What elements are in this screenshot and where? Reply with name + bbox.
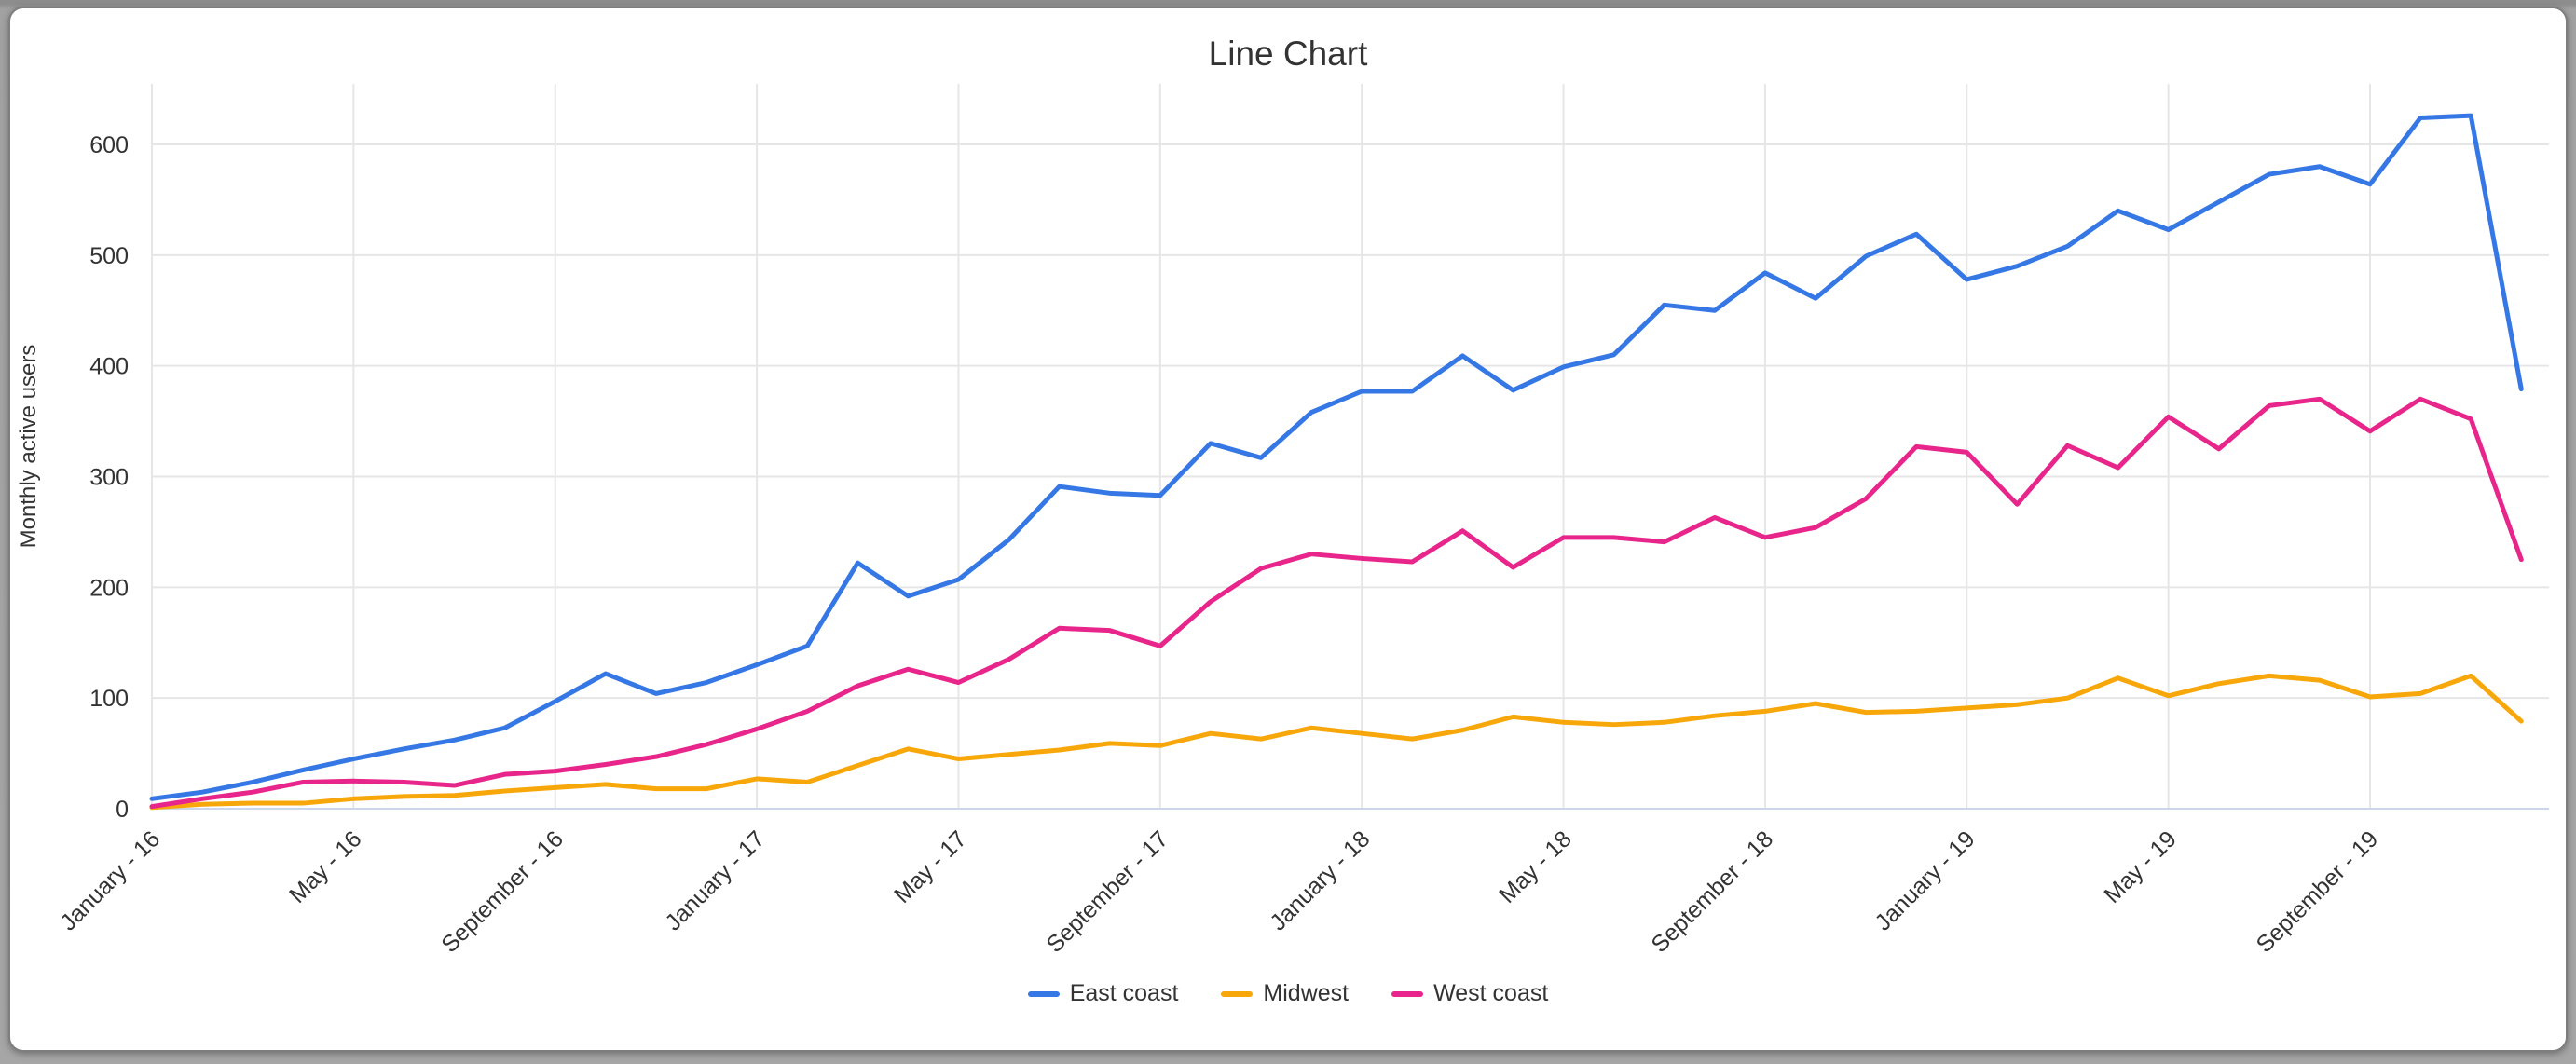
x-tick-label: May - 19 [2099, 825, 2182, 908]
x-tick-label: May - 16 [284, 825, 367, 908]
y-tick-label: 500 [89, 243, 129, 269]
legend-label: Midwest [1263, 980, 1350, 1006]
chart-legend: East coast Midwest West coast [0, 980, 2576, 1007]
series-line-midwest [149, 673, 2524, 811]
x-tick-label: September - 18 [1646, 825, 1778, 958]
x-tick-label: September - 19 [2252, 825, 2384, 958]
y-tick-label: 300 [89, 465, 129, 491]
legend-line-swatch [1221, 990, 1254, 997]
legend-label: West coast [1433, 980, 1549, 1006]
series-layer [149, 113, 2524, 811]
y-tick-label: 0 [116, 797, 129, 823]
y-axis-title: Monthly active users [16, 345, 41, 549]
legend-line-swatch [1391, 990, 1424, 997]
legend-label: East coast [1069, 980, 1179, 1006]
y-tick-label: 200 [89, 575, 129, 601]
legend-line-swatch [1027, 990, 1060, 997]
legend-item-east-coast[interactable]: East coast [1027, 980, 1179, 1007]
axis-label-layer: 0 100 200 300 400 500 600 January - 16 May - 16 S… [55, 132, 2383, 958]
series-line-west-coast [149, 396, 2524, 810]
legend-item-midwest[interactable]: Midwest [1221, 980, 1349, 1007]
x-tick-label: January - 18 [1265, 825, 1375, 935]
x-tick-label: September - 17 [1041, 825, 1173, 958]
grid-layer [151, 84, 2549, 810]
y-tick-label: 100 [89, 686, 129, 712]
y-tick-label: 400 [89, 354, 129, 380]
x-tick-label: January - 19 [1870, 825, 1980, 935]
legend-item-west-coast[interactable]: West coast [1391, 980, 1548, 1007]
series-line-east-coast [149, 113, 2524, 801]
chart-title: Line Chart [1209, 34, 1368, 73]
y-tick-label: 600 [89, 132, 129, 158]
chart-card [8, 7, 2568, 1052]
x-tick-label: May - 17 [889, 825, 972, 908]
x-tick-label: May - 18 [1494, 825, 1577, 908]
x-tick-label: January - 17 [660, 825, 770, 935]
x-tick-label: January - 16 [55, 825, 165, 935]
x-tick-label: September - 16 [436, 825, 569, 958]
